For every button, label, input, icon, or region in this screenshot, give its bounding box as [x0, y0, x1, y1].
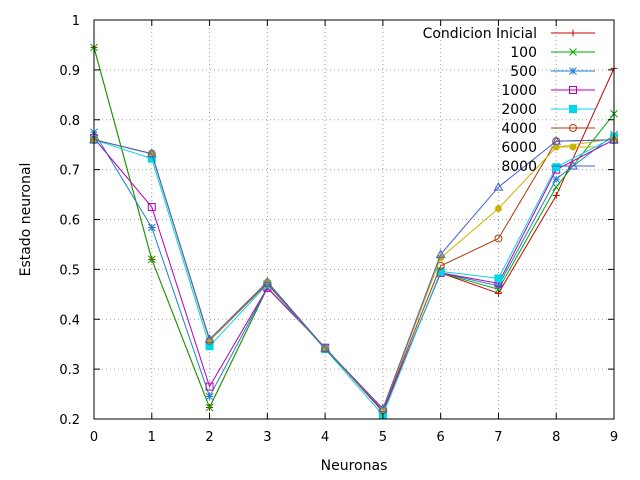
- data-point: [205, 403, 214, 412]
- data-point: [147, 255, 156, 264]
- series-1000: [90, 134, 618, 416]
- legend-swatch-marker: [569, 67, 577, 75]
- series-line: [93, 138, 615, 410]
- legend-item: 4000: [501, 121, 595, 137]
- data-point: [552, 192, 560, 200]
- data-point: [552, 163, 561, 172]
- data-point: [147, 203, 156, 212]
- y-tick-label: 0.3: [59, 363, 80, 378]
- series-100: [90, 43, 618, 416]
- legend-item: 8000: [501, 159, 595, 175]
- legend-item: 500: [510, 64, 595, 80]
- legend-swatch-marker: [569, 48, 577, 56]
- data-point: [147, 223, 156, 232]
- series-6000: [90, 135, 618, 413]
- legend-item: 100: [510, 45, 595, 61]
- y-tick-label: 0.4: [59, 313, 80, 328]
- data-point: [204, 334, 215, 343]
- data-point: [551, 136, 562, 145]
- legend-swatch-marker: [569, 86, 577, 94]
- y-tick-label: 1: [72, 14, 80, 29]
- legend-swatch-marker: [568, 160, 578, 170]
- series-8000: [89, 134, 619, 413]
- y-tick-label: 0.9: [59, 64, 80, 79]
- data-point: [552, 175, 561, 183]
- x-tick-label: 6: [437, 430, 445, 445]
- legend-swatch-marker: [569, 29, 577, 37]
- series-line: [93, 136, 615, 416]
- data-point: [493, 182, 504, 191]
- x-tick-label: 1: [148, 430, 156, 445]
- data-point: [494, 205, 502, 213]
- data-point: [494, 281, 503, 290]
- legend-item: 6000: [501, 140, 595, 156]
- data-point: [378, 403, 388, 413]
- legend-label: 500: [510, 64, 537, 80]
- series-line: [93, 137, 615, 413]
- x-tick-label: 5: [379, 430, 387, 445]
- legend-label: 1000: [501, 83, 537, 99]
- legend-label: 4000: [501, 121, 537, 137]
- legend-item: 2000: [501, 102, 595, 118]
- series-lines: [89, 43, 619, 420]
- legend-label: Condicion Inicial: [423, 26, 537, 42]
- data-point: [320, 343, 330, 352]
- legend-swatch-marker: [569, 143, 577, 151]
- series-4000: [90, 135, 618, 415]
- x-tick-label: 4: [321, 430, 329, 445]
- series-condicion-inicial: [90, 43, 618, 416]
- y-tick-label: 0.8: [59, 114, 80, 129]
- x-tick-label: 9: [610, 430, 618, 445]
- data-point: [435, 249, 446, 258]
- x-tick-label: 0: [90, 430, 98, 445]
- x-axis-label: Neuronas: [321, 458, 388, 474]
- legend: Condicion Inicial 100 500 1000 2000 4000 6000 8…: [423, 26, 595, 175]
- data-point: [494, 289, 502, 297]
- legend-swatch-marker: [569, 124, 577, 132]
- axis-ticks: 0 1 2 3 4 5 6 7 8 9 0.2 0.3 0.4 0.5 0.6 0.7 0.8 0.9 1: [59, 14, 618, 445]
- series-2000: [90, 133, 618, 420]
- y-tick-label: 0.2: [59, 413, 80, 428]
- legend-label: 100: [510, 45, 537, 61]
- data-point: [494, 274, 503, 283]
- data-point: [205, 382, 214, 391]
- legend-item: 1000: [501, 83, 595, 99]
- y-tick-label: 0.7: [59, 164, 80, 179]
- legend-label: 8000: [501, 159, 537, 175]
- data-point: [146, 148, 157, 158]
- y-tick-label: 0.6: [59, 214, 80, 229]
- legend-swatch-marker: [569, 105, 577, 113]
- x-tick-label: 3: [263, 430, 271, 445]
- series-line: [93, 139, 615, 410]
- data-point: [205, 392, 214, 401]
- y-axis-label: Estado neuronal: [18, 163, 34, 277]
- y-tick-label: 0.5: [59, 263, 80, 278]
- x-tick-label: 7: [494, 430, 502, 445]
- legend-label: 6000: [501, 140, 537, 156]
- x-tick-label: 2: [205, 430, 213, 445]
- data-point: [494, 234, 503, 243]
- x-tick-label: 8: [552, 430, 560, 445]
- data-point: [262, 276, 273, 286]
- legend-label: 2000: [501, 102, 537, 118]
- data-point: [552, 183, 561, 191]
- data-point: [436, 267, 445, 276]
- legend-item: Condicion Inicial: [423, 26, 595, 42]
